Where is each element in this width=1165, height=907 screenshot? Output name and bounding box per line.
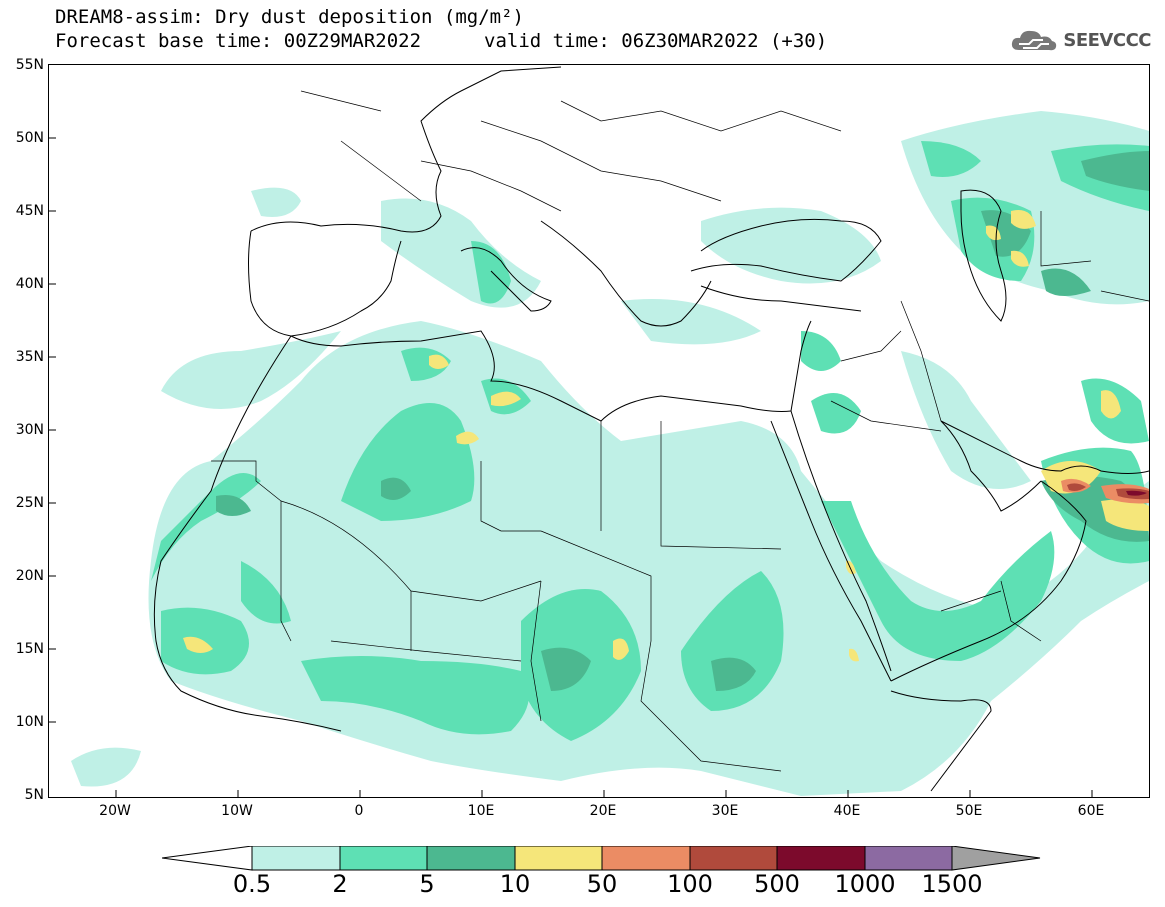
colorbar-high-arrow (951, 846, 1041, 871)
colorbar-label-2: 2 (332, 870, 348, 898)
country-borders (211, 90, 1149, 772)
coastlines (153, 66, 1149, 792)
lon-label-10e: 10E (467, 803, 495, 819)
lat-label-15n: 15N (15, 641, 44, 657)
map-canvas (49, 66, 1149, 797)
lat-label-40n: 40N (15, 276, 44, 292)
colorbar-low-arrow (162, 846, 253, 871)
colorbar-label-1500: 1500 (921, 870, 983, 898)
dust-level-50-1000 (1061, 478, 1149, 504)
colorbar-bin-7 (776, 846, 866, 871)
logo-text: SEEVCCC (1063, 29, 1151, 51)
lon-label-40e: 40E (833, 803, 861, 819)
lat-label-55n: 55N (15, 57, 44, 73)
colorbar-bin-2 (339, 846, 428, 871)
lat-label-50n: 50N (15, 130, 44, 146)
forecast-base-time: Forecast base time: 00Z29MAR2022 (55, 30, 422, 52)
colorbar-label-5: 5 (419, 870, 435, 898)
lat-label-35n: 35N (15, 349, 44, 365)
colorbar-bin-3 (426, 846, 516, 871)
lon-label-20w: 20W (99, 803, 131, 819)
lat-label-20n: 20N (15, 568, 44, 584)
lat-label-10n: 10N (15, 714, 44, 730)
seevccc-logo: SEEVCCC (1009, 26, 1151, 54)
colorbar-label-50: 50 (586, 870, 618, 898)
colorbar-label-0.5: 0.5 (232, 870, 272, 898)
grid-ticks (49, 137, 1093, 797)
colorbar-bin-5 (601, 846, 691, 871)
map-title: DREAM8-assim: Dry dust deposition (mg/m²… (55, 6, 524, 28)
colorbar-bin-6 (689, 846, 778, 871)
valid-time: valid time: 06Z30MAR2022 (+30) (484, 30, 828, 52)
lon-label-30e: 30E (711, 803, 739, 819)
lat-label-30n: 30N (15, 422, 44, 438)
lon-label-20e: 20E (589, 803, 617, 819)
colorbar-label-1000: 1000 (834, 870, 896, 898)
colorbar-label-10: 10 (499, 870, 531, 898)
colorbar-bin-8 (864, 846, 953, 871)
lat-label-45n: 45N (15, 203, 44, 219)
colorbar-label-500: 500 (754, 870, 800, 898)
lat-label-25n: 25N (15, 495, 44, 511)
colorbar-bin-1 (251, 846, 341, 871)
colorbar (162, 846, 1041, 871)
colorbar-label-100: 100 (667, 870, 713, 898)
cloud-icon (1012, 30, 1057, 51)
lon-label-0: 0 (354, 803, 364, 819)
colorbar-bin-4 (514, 846, 603, 871)
lon-label-60e: 60E (1077, 803, 1105, 819)
dust-deposition-map (48, 64, 1150, 798)
lon-label-10w: 10W (221, 803, 253, 819)
lon-label-50e: 50E (955, 803, 983, 819)
lat-label-5n: 5N (24, 787, 44, 803)
